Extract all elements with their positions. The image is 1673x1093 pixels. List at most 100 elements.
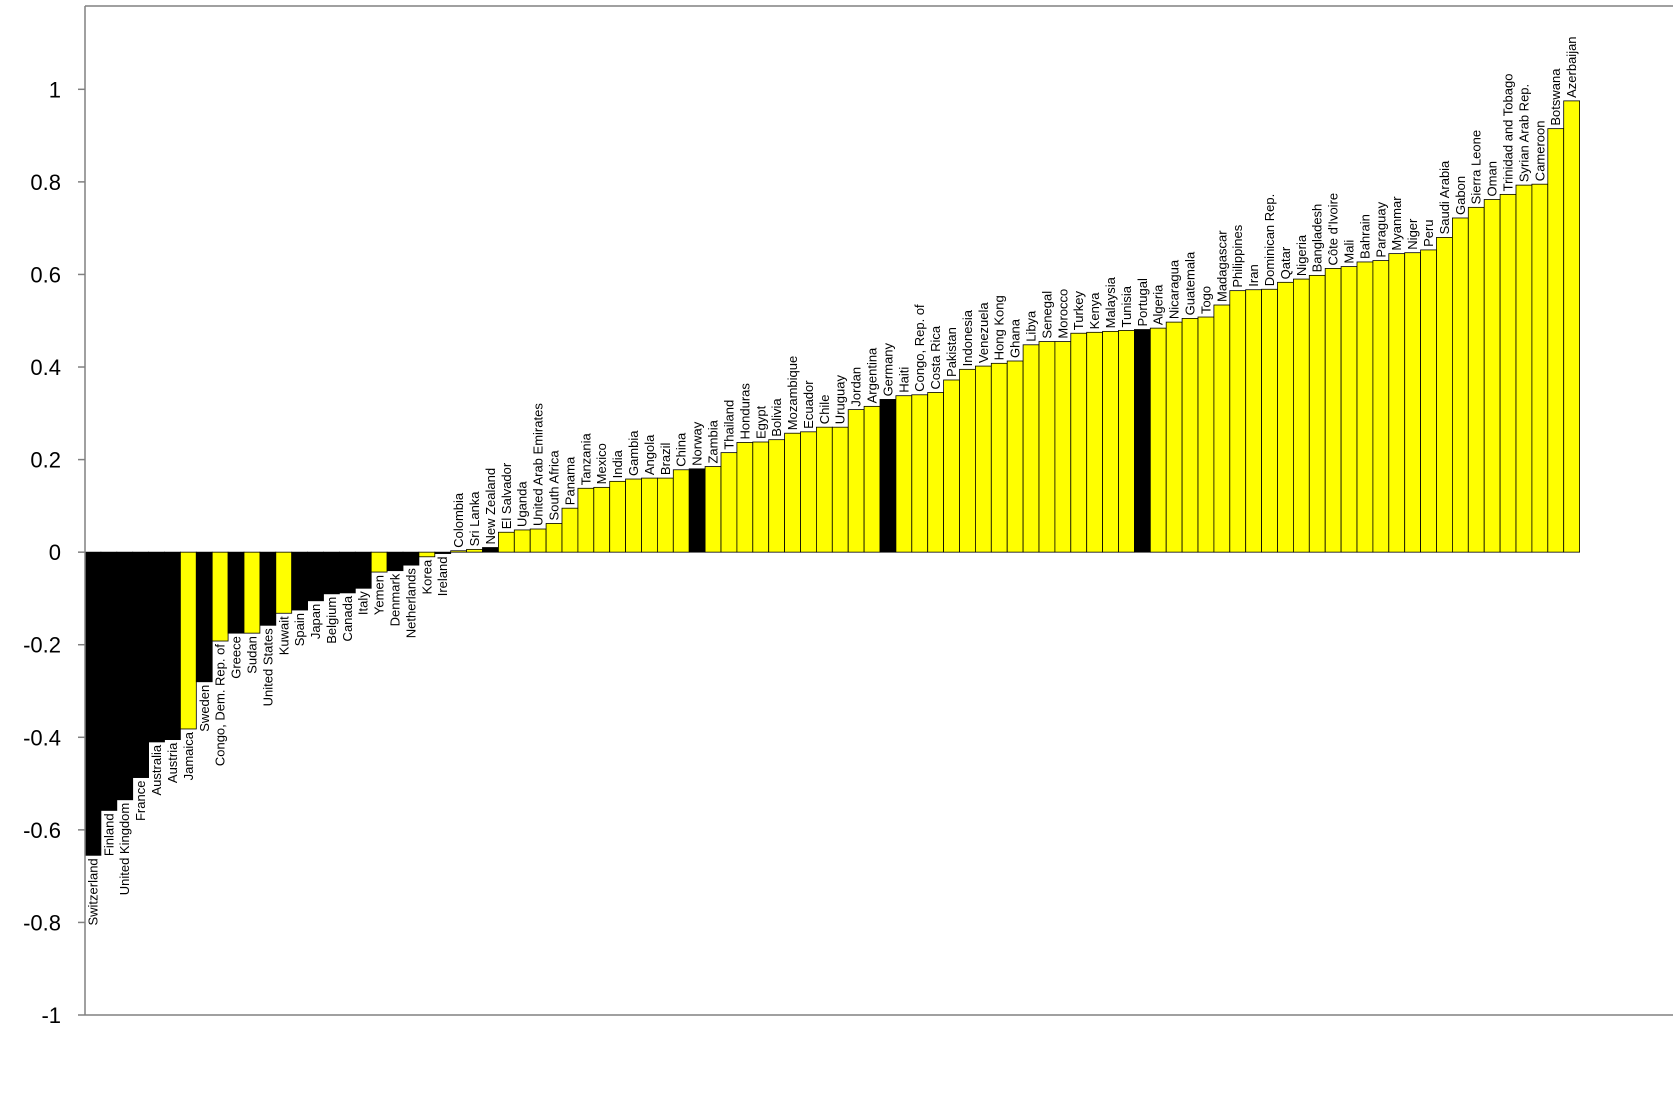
category-label-bangladesh: Bangladesh — [1310, 204, 1325, 273]
category-label-united-kingdom: United Kingdom — [117, 803, 132, 896]
bar-morocco — [1054, 341, 1072, 553]
category-label-chile: Chile — [817, 395, 832, 425]
category-label-sudan: Sudan — [244, 636, 259, 674]
category-label-myanmar: Myanmar — [1389, 196, 1404, 251]
category-label-cameroon: Cameroon — [1532, 120, 1547, 181]
category-label-panama: Panama — [562, 456, 577, 505]
category-label-egypt: Egypt — [753, 405, 768, 439]
bar-philippines — [1229, 290, 1247, 553]
bar-italy — [354, 551, 372, 589]
category-label-italy: Italy — [356, 591, 371, 615]
bars-layer — [84, 100, 1580, 856]
category-label-senegal: Senegal — [1039, 291, 1054, 339]
bar-paraguay — [1372, 260, 1390, 553]
y-tick-label: 0 — [49, 540, 61, 565]
bar-india — [609, 480, 627, 553]
category-label-tunisia: Tunisia — [1119, 285, 1134, 327]
bar-indonesia — [959, 368, 976, 553]
category-label-bolivia: Bolivia — [769, 398, 784, 437]
bar-south-africa — [545, 523, 563, 553]
category-label-costa-rica: Costa Rica — [928, 325, 943, 389]
bar-togo — [1197, 316, 1215, 553]
bar-colombia — [450, 550, 468, 553]
bar-uruguay — [831, 426, 849, 553]
category-label-syrian-arab-rep: Syrian Arab Rep. — [1516, 84, 1531, 182]
bar-sri-lanka — [466, 548, 483, 553]
category-label-togo: Togo — [1198, 286, 1213, 314]
bar-korea — [418, 551, 436, 558]
category-label-mexico: Mexico — [594, 443, 609, 484]
bar-netherlands — [402, 551, 420, 566]
category-label-oman: Oman — [1485, 161, 1500, 196]
category-label-germany: Germany — [880, 342, 895, 396]
category-label-united-states: United States — [260, 628, 275, 707]
bar-united-arab-emirates — [529, 528, 547, 553]
category-label-honduras: Honduras — [737, 383, 752, 440]
bar-gambia — [625, 478, 642, 553]
bar-austria — [164, 551, 181, 741]
bar-kuwait — [275, 551, 293, 614]
bar-saudi-arabia — [1436, 237, 1453, 553]
bar-bahrain — [1356, 261, 1374, 553]
category-label-pakistan: Pakistan — [944, 327, 959, 377]
bar-senegal — [1038, 341, 1056, 553]
category-label-peru: Peru — [1421, 219, 1436, 246]
bar-sweden — [195, 551, 213, 683]
category-label-jordan: Jordan — [849, 367, 864, 407]
category-label-tanzania: Tanzania — [578, 432, 593, 485]
bar-ireland — [434, 551, 452, 554]
y-tick-label: 0.6 — [30, 262, 61, 287]
bar-cote-d-ivoire — [1324, 268, 1342, 553]
category-label-jamaica: Jamaica — [181, 731, 196, 780]
category-label-philippines: Philippines — [1230, 224, 1245, 287]
y-tick-label: 0.8 — [30, 170, 61, 195]
category-label-nicaragua: Nicaragua — [1167, 259, 1182, 319]
y-tick-label: 0.4 — [30, 355, 61, 380]
bar-switzerland — [84, 551, 102, 856]
category-label-paraguay: Paraguay — [1373, 201, 1388, 257]
bar-thailand — [720, 452, 738, 553]
category-label-korea: Korea — [419, 559, 434, 594]
bar-yemen — [370, 551, 388, 573]
category-label-kenya: Kenya — [1087, 292, 1102, 330]
category-label-switzerland: Switzerland — [85, 858, 100, 925]
category-label-haiti: Haiti — [896, 367, 911, 393]
bar-haiti — [895, 395, 913, 553]
category-label-brazil: Brazil — [658, 442, 673, 475]
bar-guatemala — [1181, 318, 1199, 553]
category-label-denmark: Denmark — [388, 573, 403, 626]
category-label-sierra-leone: Sierra Leone — [1469, 130, 1484, 204]
category-label-sri-lanka: Sri Lanka — [467, 491, 482, 547]
bar-el-salvador — [497, 531, 515, 553]
category-label-south-africa: South Africa — [547, 450, 562, 521]
bar-egypt — [752, 441, 770, 553]
category-label-congo-dem-rep-of: Congo, Dem. Rep. of — [213, 644, 228, 767]
category-label-gambia: Gambia — [626, 430, 641, 476]
y-tick-label: -1 — [41, 1003, 61, 1028]
category-label-france: France — [133, 781, 148, 821]
bar-sierra-leone — [1467, 206, 1485, 553]
bar-honduras — [736, 442, 754, 553]
category-label-el-salvador: El Salvador — [499, 462, 514, 529]
category-label-trinidad-and-tobago: Trinidad and Tobago — [1501, 74, 1516, 192]
category-label-azerbaijan: Azerbaijan — [1564, 36, 1579, 97]
category-label-indonesia: Indonesia — [960, 309, 975, 366]
bar-zambia — [704, 466, 722, 553]
bar-iran — [1245, 289, 1262, 553]
category-label-sweden: Sweden — [197, 685, 212, 732]
bar-qatar — [1277, 281, 1294, 553]
bar-tanzania — [577, 487, 595, 553]
category-label-india: India — [610, 449, 625, 478]
bar-libya — [1022, 344, 1040, 553]
bar-madagascar — [1213, 304, 1231, 553]
category-label-malaysia: Malaysia — [1103, 276, 1118, 328]
category-label-greece: Greece — [229, 636, 244, 679]
bar-argentina — [863, 405, 881, 553]
bar-cameroon — [1531, 183, 1549, 553]
bar-japan — [307, 551, 324, 602]
y-tick-label: 1 — [49, 77, 61, 102]
bar-united-states — [259, 551, 277, 626]
bar-portugal — [1134, 329, 1151, 553]
category-label-madagascar: Madagascar — [1214, 230, 1229, 302]
